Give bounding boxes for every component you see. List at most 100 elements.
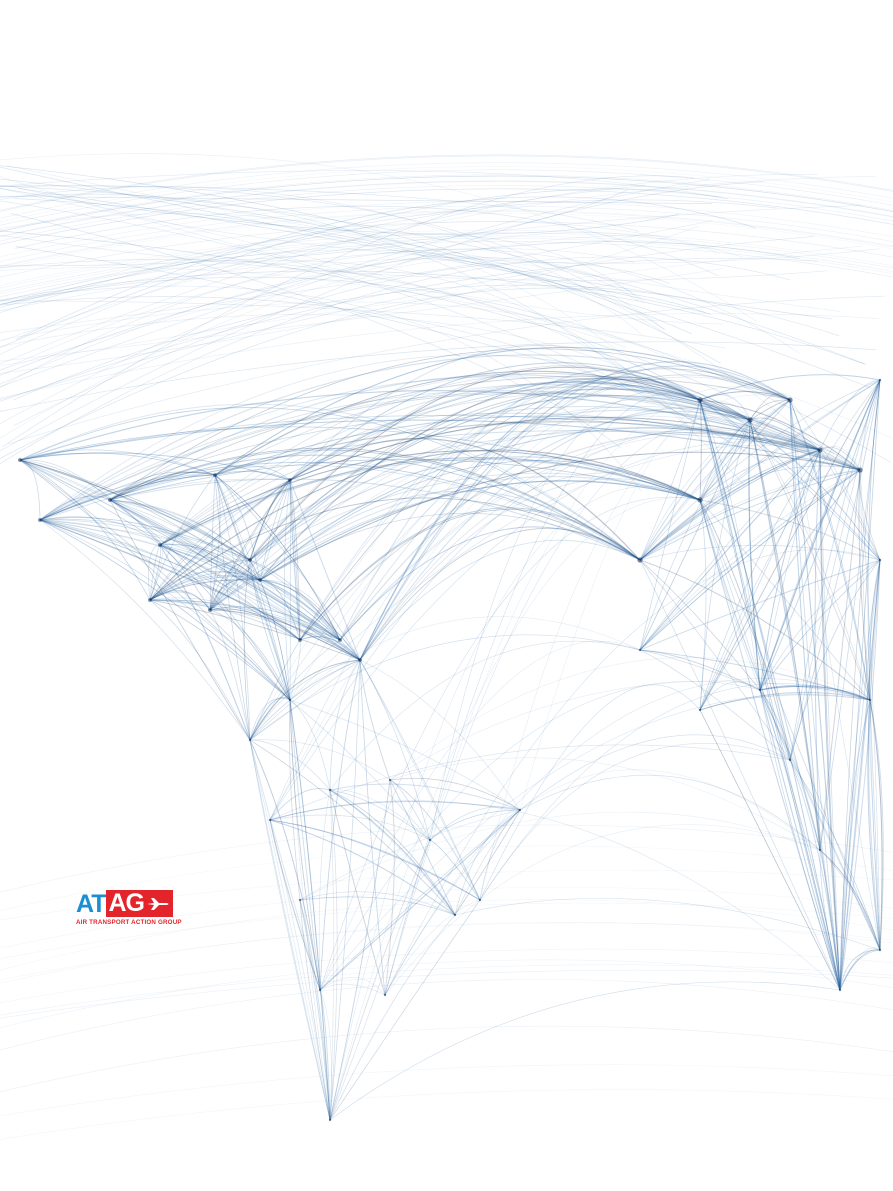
flight-route [19,407,641,561]
flight-route [699,391,791,401]
flight-route [699,681,761,711]
flight-route [109,499,251,561]
flight-route [214,470,291,481]
flight-route [19,390,821,461]
flight-route [329,789,431,841]
flight-route [0,204,863,305]
flight-route [389,657,871,781]
flight-route [789,379,881,761]
flight-route [0,175,893,232]
flight-route [339,526,641,641]
flight-route [699,419,751,711]
flight-route [149,571,261,601]
flight-route [39,519,251,741]
flight-route [819,849,841,991]
flight-route [319,693,871,991]
flight-route [284,479,291,701]
airport-hub [288,478,292,482]
flight-route [389,777,521,811]
flight-route [819,849,841,991]
flight-route [839,949,881,991]
flight-route [359,659,521,811]
airport-hub [388,778,392,782]
flight-route [759,559,881,691]
flight-route [699,499,791,761]
flight-route [839,699,871,991]
flight-route [149,381,701,601]
flight-route [699,399,881,561]
flight-route [359,527,641,661]
flight-route [759,689,841,991]
flight-route [289,699,321,991]
flight-route [869,559,881,701]
flight-route [259,579,361,661]
flight-route [12,284,840,401]
flight-route [249,659,361,741]
flight-route [789,399,821,851]
flight-route [329,783,521,811]
flight-route [299,809,521,901]
flight-route [259,451,861,581]
airport-hub [518,808,522,812]
atag-logo: AT AG AIR TRANSPORT ACTION GROUP [76,890,182,930]
flight-route [214,474,251,741]
flight-route [214,474,261,581]
flight-route [19,415,821,461]
flight-route [329,779,391,1121]
flight-route [749,419,841,991]
flight-route [109,348,791,501]
flight-route [429,839,481,901]
flight-route [819,849,881,951]
flight-route [249,559,291,701]
flight-route [0,964,893,1016]
flight-route [299,896,456,916]
flight-route [639,649,761,691]
flight-route [479,684,701,901]
flight-route [299,636,361,661]
flight-route [39,430,821,521]
flight-route [289,479,301,641]
flight-route [0,241,800,376]
flight-route [519,774,821,851]
flight-route [149,559,251,601]
flight-route [149,449,701,601]
flight-route [329,659,361,791]
flight-route [269,819,321,991]
flight-route [699,465,861,501]
flight-route [289,699,331,1121]
flight-route [269,800,841,991]
airport-hub [697,397,703,403]
flight-route [109,447,641,561]
flight-route [0,230,731,397]
flight-route [839,559,881,991]
flight-route [209,559,251,611]
flight-route [859,469,881,951]
flight-route [839,379,881,991]
flight-route [214,415,861,476]
flight-route [109,478,291,501]
flight-route [259,579,341,641]
logo-letters-blue: AT [76,890,107,918]
flight-route [359,360,791,661]
flight-route [384,809,521,996]
flight-route [39,391,751,521]
flight-route [699,399,791,501]
flight-route [288,699,301,901]
flight-route [699,399,821,851]
flight-route [789,399,841,991]
flight-route [789,759,881,951]
flight-route [0,268,724,362]
airport-hub [698,708,702,712]
flight-route [159,430,821,546]
flight-route [0,313,879,399]
flight-route [109,499,251,561]
flight-route [749,417,821,451]
flight-route [249,739,391,781]
flight-route [429,809,521,841]
flight-route [819,445,861,471]
flight-route [0,285,642,492]
flight-route [319,809,521,991]
flight-route [0,235,893,292]
flight-route [699,399,791,501]
airport-hub [108,498,112,502]
